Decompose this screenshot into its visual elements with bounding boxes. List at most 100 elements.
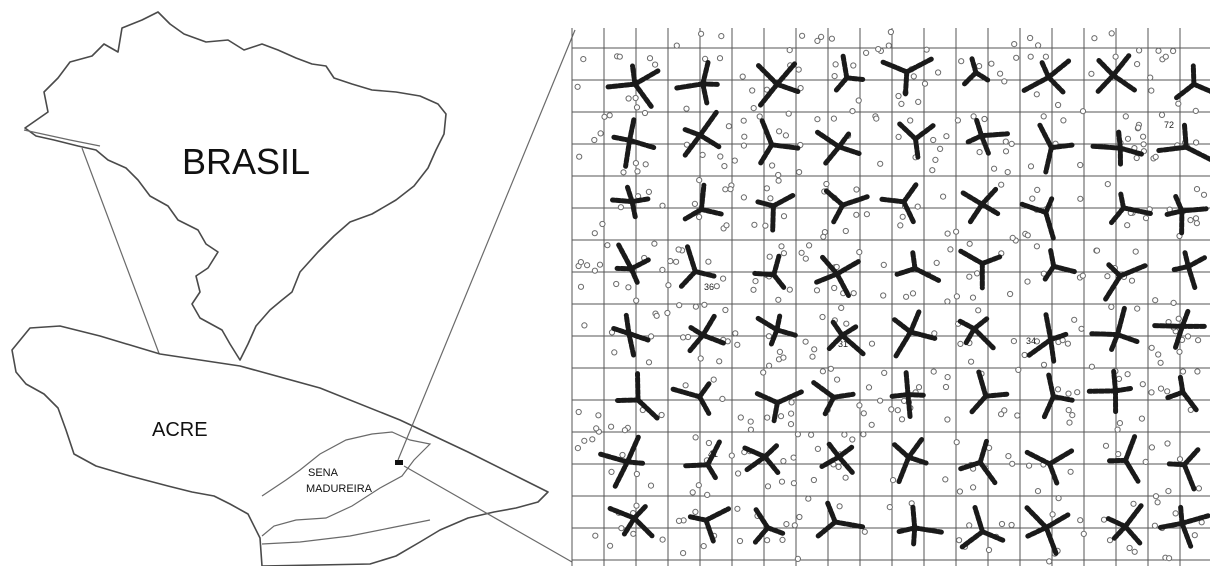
sample-point-marker: [895, 92, 902, 100]
cluster-arm: [771, 272, 788, 292]
sample-point-marker: [897, 222, 904, 229]
sample-point-marker: [676, 302, 683, 309]
cross-cluster-marker: [833, 53, 866, 93]
cluster-arm: [1110, 53, 1132, 78]
sample-point-marker: [802, 255, 809, 262]
cross-cluster-marker: [754, 389, 804, 424]
sample-point-marker: [1164, 388, 1171, 395]
cluster-arm: [625, 184, 635, 205]
cluster-arm: [1164, 389, 1186, 401]
sample-point-marker: [1060, 117, 1067, 124]
sample-point-marker: [1165, 488, 1172, 495]
sample-point-marker: [838, 304, 845, 311]
cross-cluster-marker: [961, 56, 991, 87]
sample-point-marker: [843, 320, 850, 327]
sample-point-marker: [819, 368, 827, 375]
cluster-arm: [1050, 394, 1075, 403]
sample-point-marker: [1132, 248, 1139, 255]
sample-point-marker: [692, 303, 700, 310]
cross-cluster-marker: [687, 312, 727, 354]
sample-point-marker: [850, 290, 857, 297]
sample-point-marker: [818, 33, 825, 41]
cluster-arm: [912, 266, 942, 283]
cluster-arm: [627, 137, 657, 150]
sample-point-marker: [788, 399, 795, 406]
sample-point-marker: [778, 478, 786, 485]
cluster-arm: [906, 454, 929, 466]
cluster-arm: [836, 444, 855, 460]
sample-point-marker: [618, 525, 625, 532]
sample-point-marker: [1040, 361, 1048, 368]
sample-point-marker: [1148, 389, 1155, 396]
cluster-arm: [752, 270, 777, 278]
cluster-arm: [621, 515, 637, 537]
sample-point-marker: [923, 46, 930, 53]
sample-point-marker: [842, 474, 849, 481]
cross-cluster-marker: [754, 313, 798, 347]
sample-point-marker: [782, 132, 790, 139]
sample-point-marker: [765, 333, 773, 340]
sample-point-marker: [806, 242, 813, 249]
cluster-arm: [1180, 389, 1200, 413]
cluster-arm: [759, 118, 775, 148]
sample-point-marker: [860, 431, 867, 438]
sample-point-marker: [1142, 215, 1150, 222]
cross-cluster-marker: [958, 248, 1003, 291]
cluster-arm: [905, 392, 926, 398]
cluster-arm: [971, 316, 990, 332]
sample-point-marker: [580, 56, 587, 63]
cluster-arm: [957, 318, 977, 332]
sample-point-marker: [675, 517, 683, 525]
sample-point-marker: [1027, 163, 1035, 170]
sample-point-marker: [932, 156, 939, 163]
cluster-arm: [983, 391, 1010, 399]
sample-point-marker: [933, 259, 940, 266]
cluster-arm: [1090, 143, 1123, 151]
cluster-arm: [980, 529, 1007, 544]
sample-point-marker: [689, 489, 696, 496]
sample-point-marker: [805, 495, 812, 502]
sample-point-marker: [929, 167, 936, 174]
sample-point-marker: [828, 35, 836, 42]
cluster-arm: [1152, 323, 1185, 329]
cross-cluster-marker: [957, 316, 996, 351]
cluster-arm: [1043, 312, 1054, 343]
cluster-arm: [771, 400, 780, 424]
cluster-arm: [610, 325, 632, 336]
sample-point-marker: [632, 160, 640, 167]
sample-point-marker: [1112, 53, 1119, 60]
sample-point-marker: [646, 55, 654, 62]
sample-point-marker: [868, 340, 876, 347]
sample-point-marker: [1004, 169, 1011, 176]
cluster-arm: [1185, 264, 1198, 292]
sample-point-marker: [1194, 368, 1201, 375]
sample-point-marker: [1175, 315, 1182, 322]
cluster-arm: [1106, 262, 1123, 279]
cluster-arm: [901, 199, 917, 226]
cluster-arm: [1024, 449, 1053, 467]
sample-point-marker: [944, 374, 951, 381]
sample-point-marker: [1134, 305, 1141, 312]
sample-point-marker: [1166, 555, 1173, 562]
cluster-arm: [1094, 72, 1116, 95]
sample-point-marker: [576, 153, 583, 160]
cluster-arm: [754, 390, 780, 406]
cluster-arm: [973, 116, 984, 139]
sample-point-marker: [749, 87, 756, 94]
sample-point-marker: [1024, 278, 1031, 285]
cluster-arm: [770, 203, 776, 233]
sample-point-marker: [863, 211, 871, 218]
cross-cluster-marker: [892, 436, 929, 485]
sample-point-marker: [903, 293, 910, 300]
sample-point-marker: [1114, 426, 1121, 433]
sample-point-marker: [944, 230, 951, 237]
cross-cluster-marker: [897, 121, 936, 160]
sample-point-marker: [798, 249, 805, 256]
sample-point-marker: [1192, 107, 1199, 115]
sample-point-marker: [775, 177, 782, 184]
sample-point-marker: [1065, 390, 1072, 397]
sample-point-marker: [998, 520, 1006, 528]
sample-point-marker: [593, 425, 600, 432]
cluster-arm: [623, 137, 633, 169]
sample-point-marker: [985, 546, 993, 554]
